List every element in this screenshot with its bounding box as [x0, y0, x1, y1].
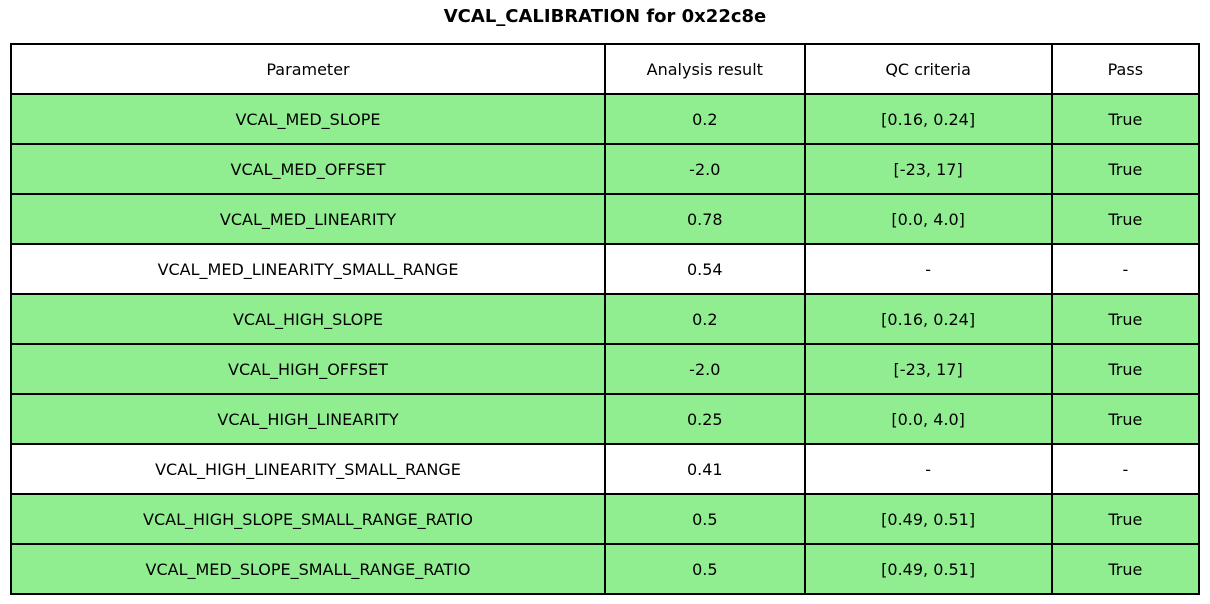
criteria-cell: [0.49, 0.51] — [803, 493, 1053, 545]
parameter-cell: VCAL_HIGH_LINEARITY_SMALL_RANGE — [10, 443, 606, 495]
table-row: VCAL_MED_SLOPE_SMALL_RANGE_RATIO 0.5 [0.… — [10, 543, 1201, 595]
pass-cell: True — [1050, 393, 1201, 445]
result-cell: 0.54 — [604, 243, 806, 295]
result-cell: 0.5 — [604, 493, 806, 545]
criteria-cell: [0.0, 4.0] — [803, 193, 1053, 245]
column-header-pass: Pass — [1050, 43, 1201, 95]
table-row: VCAL_MED_OFFSET -2.0 [-23, 17] True — [10, 143, 1201, 195]
table-row: VCAL_HIGH_OFFSET -2.0 [-23, 17] True — [10, 343, 1201, 395]
table-row: VCAL_MED_LINEARITY_SMALL_RANGE 0.54 - - — [10, 243, 1201, 295]
qc-results-table: Parameter Analysis result QC criteria Pa… — [10, 43, 1201, 595]
table-row: VCAL_HIGH_LINEARITY_SMALL_RANGE 0.41 - - — [10, 443, 1201, 495]
pass-cell: True — [1050, 193, 1201, 245]
criteria-cell: [0.49, 0.51] — [803, 543, 1053, 595]
result-cell: 0.41 — [604, 443, 806, 495]
pass-cell: True — [1050, 143, 1201, 195]
pass-cell: True — [1050, 293, 1201, 345]
criteria-cell: [0.16, 0.24] — [803, 293, 1053, 345]
result-cell: -2.0 — [604, 343, 806, 395]
pass-cell: True — [1050, 493, 1201, 545]
parameter-cell: VCAL_HIGH_OFFSET — [10, 343, 606, 395]
table-header-row: Parameter Analysis result QC criteria Pa… — [10, 43, 1201, 95]
column-header-criteria: QC criteria — [803, 43, 1053, 95]
result-cell: 0.2 — [604, 93, 806, 145]
parameter-cell: VCAL_MED_LINEARITY — [10, 193, 606, 245]
result-cell: -2.0 — [604, 143, 806, 195]
criteria-cell: - — [803, 243, 1053, 295]
table-row: VCAL_HIGH_SLOPE_SMALL_RANGE_RATIO 0.5 [0… — [10, 493, 1201, 545]
column-header-result: Analysis result — [604, 43, 806, 95]
table-row: VCAL_HIGH_SLOPE 0.2 [0.16, 0.24] True — [10, 293, 1201, 345]
table-row: VCAL_MED_LINEARITY 0.78 [0.0, 4.0] True — [10, 193, 1201, 245]
result-cell: 0.5 — [604, 543, 806, 595]
pass-cell: True — [1050, 343, 1201, 395]
criteria-cell: [-23, 17] — [803, 343, 1053, 395]
pass-cell: - — [1050, 443, 1201, 495]
parameter-cell: VCAL_HIGH_LINEARITY — [10, 393, 606, 445]
parameter-cell: VCAL_MED_LINEARITY_SMALL_RANGE — [10, 243, 606, 295]
table-row: VCAL_MED_SLOPE 0.2 [0.16, 0.24] True — [10, 93, 1201, 145]
parameter-cell: VCAL_MED_SLOPE — [10, 93, 606, 145]
parameter-cell: VCAL_MED_SLOPE_SMALL_RANGE_RATIO — [10, 543, 606, 595]
parameter-cell: VCAL_MED_OFFSET — [10, 143, 606, 195]
criteria-cell: [0.16, 0.24] — [803, 93, 1053, 145]
column-header-parameter: Parameter — [10, 43, 606, 95]
pass-cell: True — [1050, 93, 1201, 145]
criteria-cell: [-23, 17] — [803, 143, 1053, 195]
page-title: VCAL_CALIBRATION for 0x22c8e — [443, 6, 767, 27]
criteria-cell: - — [803, 443, 1053, 495]
parameter-cell: VCAL_HIGH_SLOPE — [10, 293, 606, 345]
criteria-cell: [0.0, 4.0] — [803, 393, 1053, 445]
parameter-cell: VCAL_HIGH_SLOPE_SMALL_RANGE_RATIO — [10, 493, 606, 545]
pass-cell: True — [1050, 543, 1201, 595]
result-cell: 0.2 — [604, 293, 806, 345]
result-cell: 0.78 — [604, 193, 806, 245]
table-row: VCAL_HIGH_LINEARITY 0.25 [0.0, 4.0] True — [10, 393, 1201, 445]
result-cell: 0.25 — [604, 393, 806, 445]
pass-cell: - — [1050, 243, 1201, 295]
